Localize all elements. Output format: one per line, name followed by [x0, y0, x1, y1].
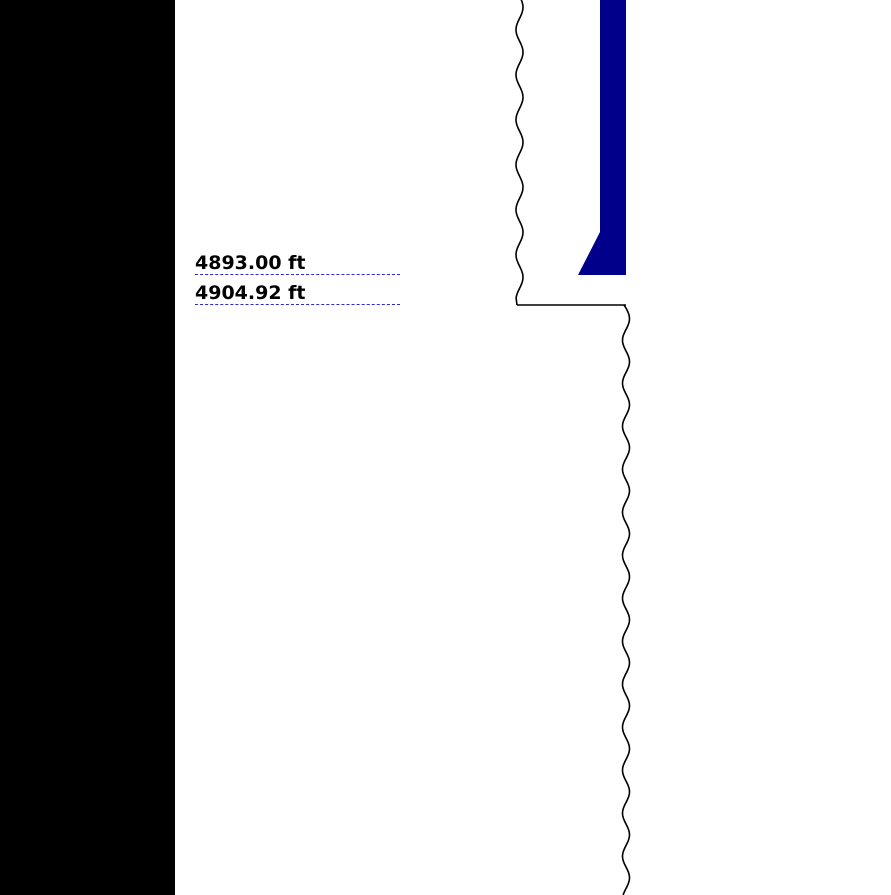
depth-line-bottom	[195, 304, 400, 305]
depth-label-bottom: 4904.92 ft	[195, 282, 306, 304]
depth-marker-bottom: 4904.92 ft	[195, 281, 400, 305]
depth-marker-top: 4893.00 ft	[195, 251, 400, 275]
track-divider	[172, 0, 175, 895]
casing-pipe	[578, 0, 626, 275]
upper-borehole-wall	[515, 0, 524, 306]
lower-borehole-wall	[621, 304, 631, 895]
left-panel	[0, 0, 172, 895]
depth-line-top	[195, 274, 400, 275]
depth-label-top: 4893.00 ft	[195, 252, 306, 274]
